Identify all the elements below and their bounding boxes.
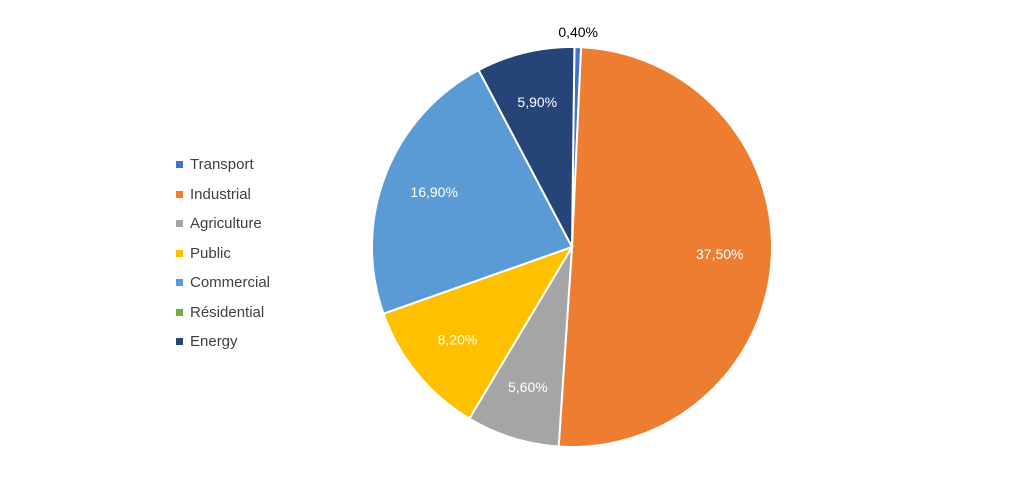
data-label-agriculture: 5,60% [508,379,548,395]
data-label-commercial: 16,90% [410,184,457,200]
legend-label-commercial: Commercial [190,274,271,292]
data-label-public: 8,20% [438,331,478,347]
legend-label-energy: Energy [190,333,238,351]
data-label-transport: 0,40% [558,24,598,40]
legend-swatch-residential [176,308,183,316]
legend-label-industrial: Industrial [190,185,251,203]
pie-slice-energy [477,46,576,248]
legend-item-agriculture: Agriculture [176,209,270,239]
pie-slice-industrial [557,46,773,448]
legend-item-residential: Résidential [176,298,270,328]
legend-item-industrial: Industrial [176,180,270,210]
legend-label-residential: Résidential [190,303,265,321]
pie-slice-agriculture [467,246,573,448]
legend-item-energy: Energy [176,327,270,357]
legend-label-transport: Transport [190,156,254,174]
pie-slice-commercial [371,68,574,315]
pie-slice-public [382,245,575,421]
legend: Transport Industrial Agriculture Public … [176,150,270,357]
legend-label-agriculture: Agriculture [190,215,262,233]
legend-swatch-commercial [176,279,183,287]
legend-item-commercial: Commercial [176,268,270,298]
legend-swatch-agriculture [176,220,183,228]
legend-swatch-industrial [176,190,183,198]
legend-swatch-energy [176,338,183,346]
data-label-energy: 5,90% [517,94,557,110]
legend-label-public: Public [190,244,231,262]
legend-swatch-public [176,249,183,257]
legend-swatch-transport [176,161,183,169]
legend-item-transport: Transport [176,150,270,180]
legend-item-public: Public [176,239,270,269]
data-label-industrial: 37,50% [696,246,743,262]
